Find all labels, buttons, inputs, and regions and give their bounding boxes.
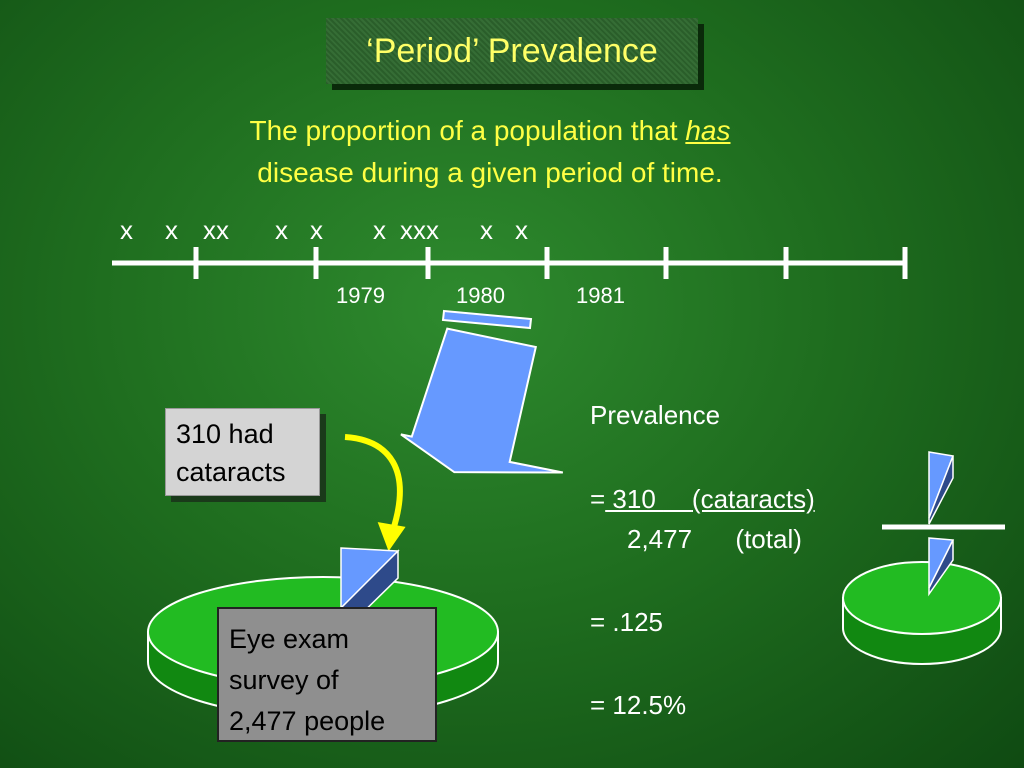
case-mark: x xyxy=(275,215,288,245)
case-mark: x xyxy=(310,215,323,245)
definition-text: The proportion of a population that has … xyxy=(150,110,830,194)
prevalence-denominator: 2,477 (total) xyxy=(627,524,802,555)
case-mark: xx xyxy=(203,215,229,245)
cataract-line2: cataracts xyxy=(176,457,286,487)
definition-line2: disease during a given period of time. xyxy=(257,157,723,188)
case-mark: xxx xyxy=(400,215,439,245)
cataract-count-box: 310 had cataracts xyxy=(165,408,320,496)
prevalence-numerator: = 310 (cataracts) xyxy=(590,484,815,515)
case-mark: x xyxy=(165,215,178,245)
year-label: 1980 xyxy=(456,283,505,308)
slide-title: ‘Period’ Prevalence xyxy=(326,18,698,84)
definition-emphasis: has xyxy=(685,115,731,146)
definition-line1: The proportion of a population that xyxy=(249,115,686,146)
survey-line2: survey of xyxy=(229,665,339,695)
result-pie-chart-icon xyxy=(842,451,1005,665)
numerator-prefix: = xyxy=(590,484,606,514)
prevalence-ratio: = .125 xyxy=(590,607,664,637)
survey-box: Eye exam survey of 2,477 people xyxy=(217,607,437,742)
survey-line3: 2,477 people xyxy=(229,706,386,736)
timeline-ticks xyxy=(193,247,908,279)
denominator-label: (total) xyxy=(735,524,802,554)
cataract-line1: 310 had xyxy=(176,419,274,449)
curved-arrow-icon xyxy=(344,434,406,552)
numerator-value: 310 xyxy=(605,484,664,514)
survey-line1: Eye exam xyxy=(229,624,350,654)
year-label: 1979 xyxy=(336,283,385,308)
numerator-label: (cataracts) xyxy=(691,484,815,514)
prevalence-percent: = 12.5% xyxy=(590,690,687,720)
denominator-value: 2,477 xyxy=(627,524,693,554)
case-marks: x x xx x x x xxx x x xyxy=(0,215,1024,251)
case-mark: x xyxy=(480,215,493,245)
slide-title-text: ‘Period’ Prevalence xyxy=(366,31,658,70)
year-label: 1981 xyxy=(576,283,625,308)
prevalence-heading: Prevalence xyxy=(590,400,721,430)
down-arrow-icon xyxy=(400,309,564,474)
case-mark: x xyxy=(120,215,133,245)
case-mark: x xyxy=(373,215,386,245)
case-mark: x xyxy=(515,215,528,245)
